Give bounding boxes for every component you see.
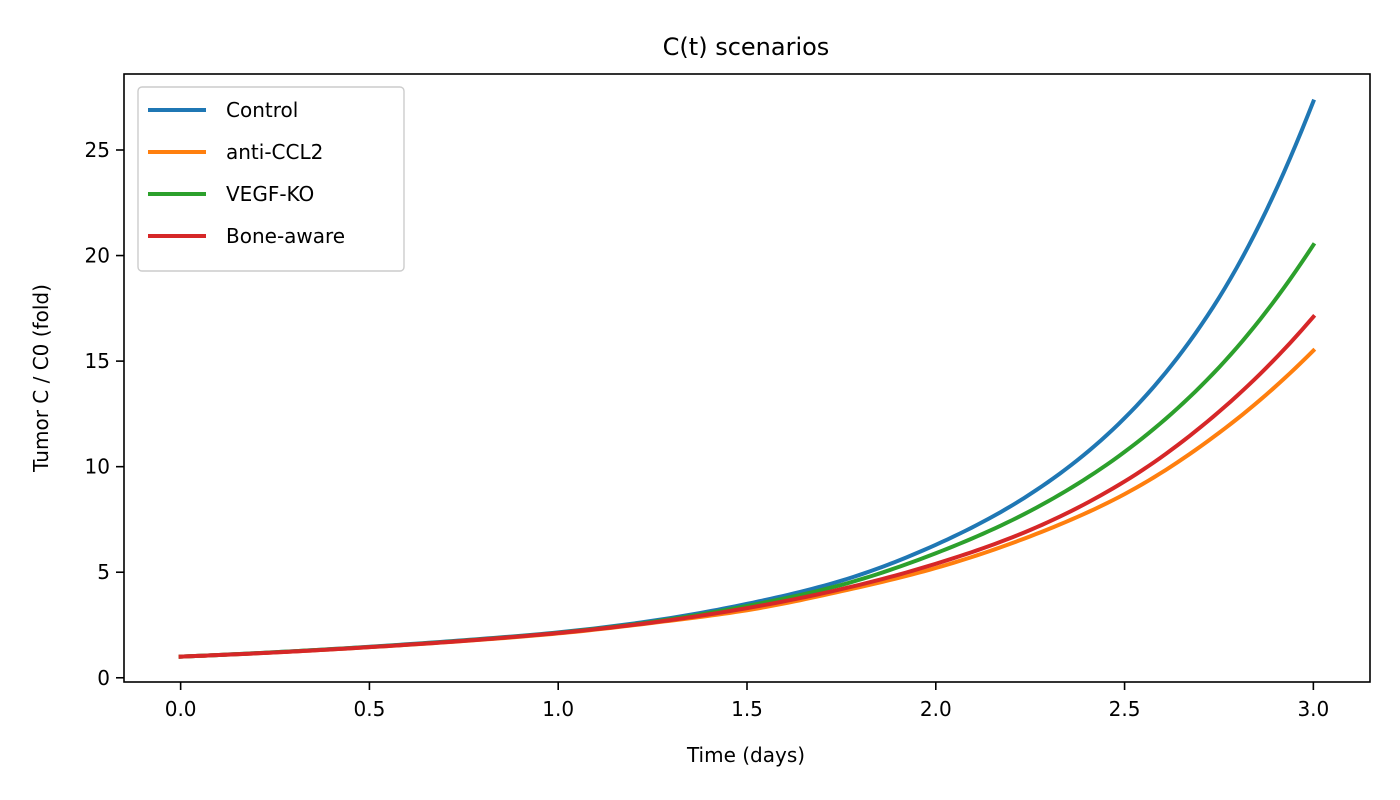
x-tick-label: 1.5	[731, 697, 763, 721]
series-line-bone-aware	[178, 313, 1317, 659]
legend-label: Bone-aware	[226, 224, 345, 248]
y-tick-label: 10	[85, 455, 110, 479]
y-axis-label: Tumor C / C0 (fold)	[29, 284, 53, 473]
x-tick-label: 0.0	[165, 697, 197, 721]
chart-title: C(t) scenarios	[663, 33, 830, 61]
x-axis-label: Time (days)	[686, 743, 805, 767]
x-tick-label: 3.0	[1297, 697, 1329, 721]
legend-label: anti-CCL2	[226, 140, 323, 164]
series-layer	[178, 98, 1317, 659]
x-tick-label: 1.0	[542, 697, 574, 721]
y-tick-label: 15	[85, 349, 110, 373]
legend-label: Control	[226, 98, 298, 122]
x-axis-ticks: 0.0 0.5 1.0 1.5 2.0 2.5 3.0	[165, 682, 1329, 721]
x-tick-label: 0.5	[354, 697, 386, 721]
y-tick-label: 20	[85, 244, 110, 268]
y-tick-label: 0	[97, 666, 110, 690]
legend-box	[137, 86, 405, 272]
legend-label: VEGF-KO	[226, 182, 314, 206]
x-tick-label: 2.5	[1109, 697, 1141, 721]
x-tick-label: 2.0	[920, 697, 952, 721]
legend: Control anti-CCL2 VEGF-KO Bone-aware	[137, 86, 405, 272]
y-tick-label: 25	[85, 138, 110, 162]
y-axis-ticks: 0 5 10 15 20 25	[85, 138, 124, 690]
y-tick-label: 5	[97, 560, 110, 584]
